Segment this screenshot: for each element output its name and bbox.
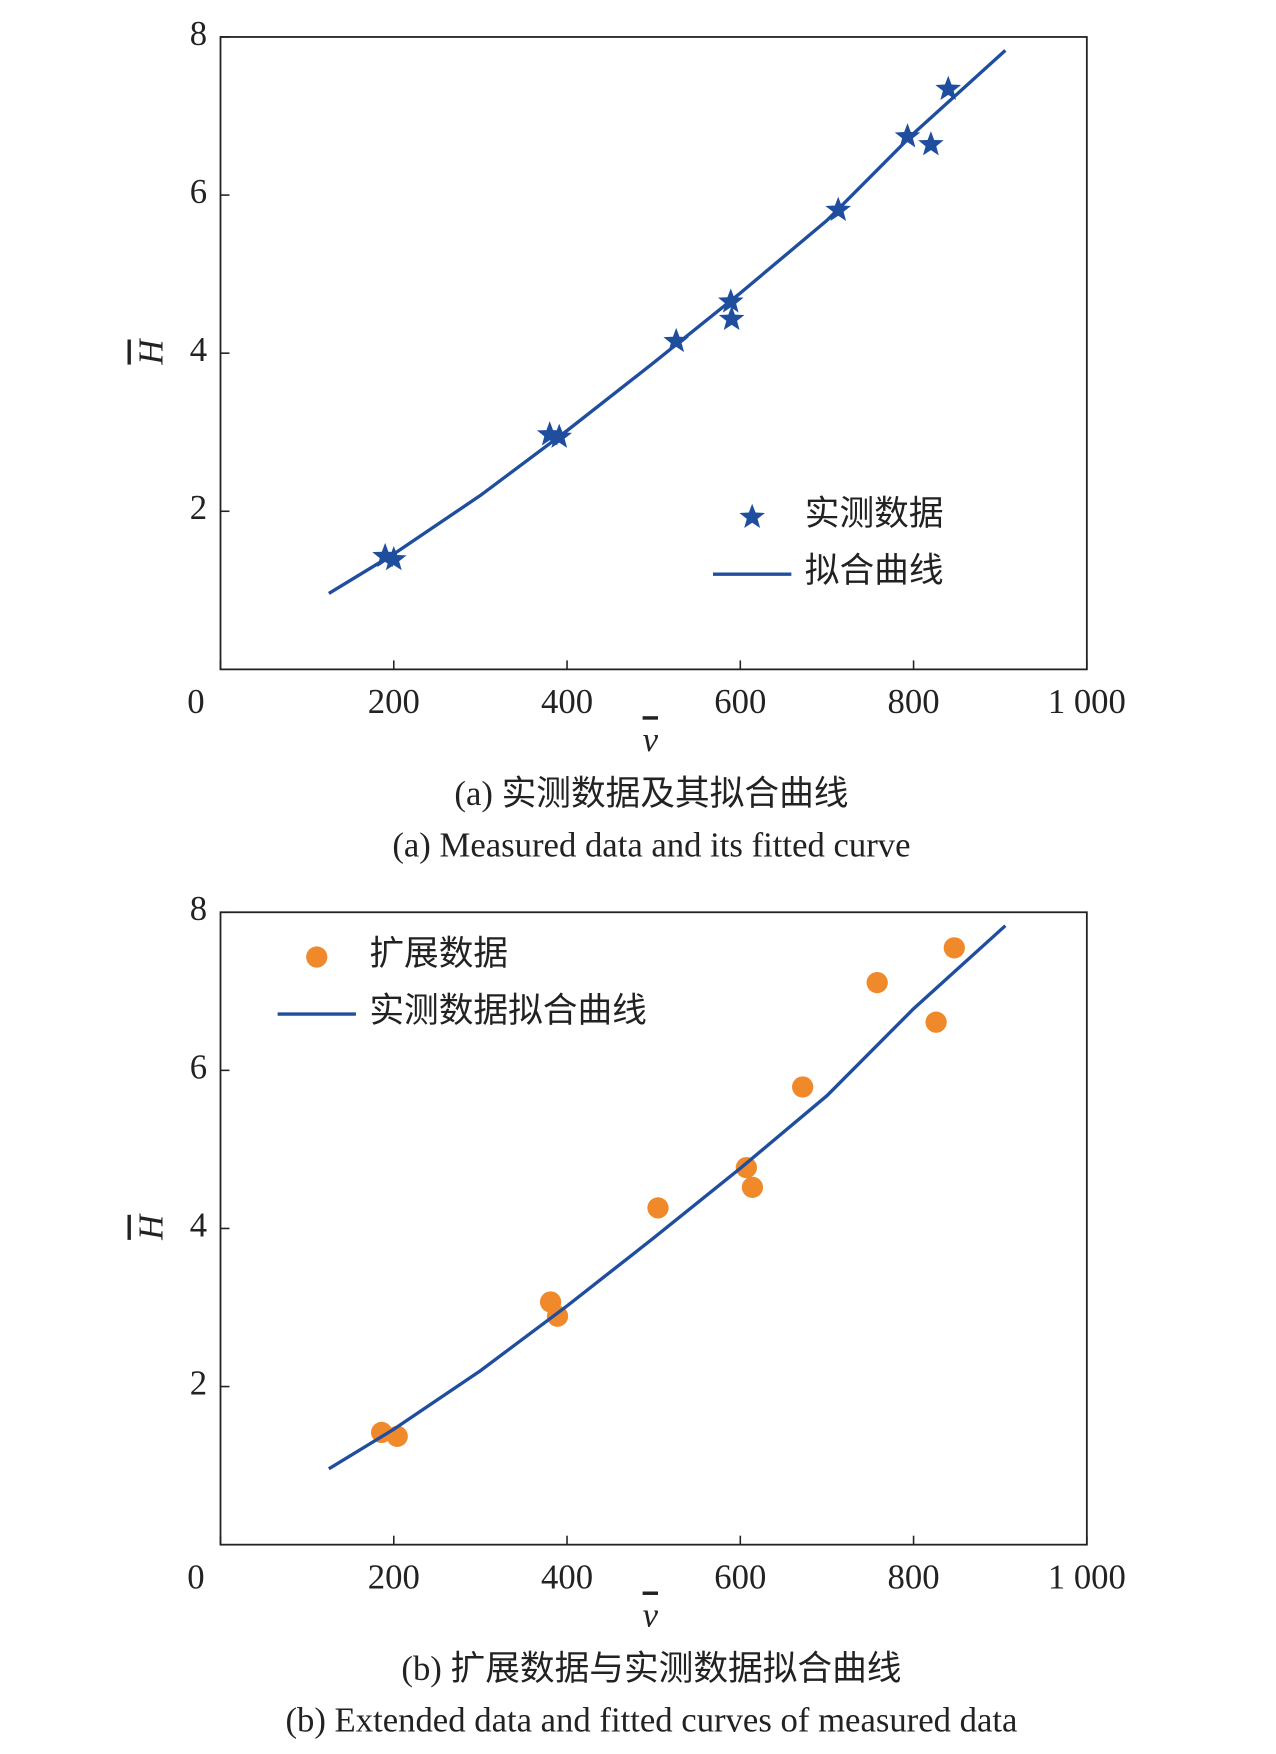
legend-marker bbox=[739, 503, 765, 529]
caption: (b) 扩展数据与实测数据拟合曲线 bbox=[401, 1649, 901, 1688]
x-tick-label: 1 000 bbox=[1048, 1557, 1126, 1596]
legend-label: 拟合曲线 bbox=[805, 551, 944, 590]
data-point bbox=[663, 327, 689, 353]
data-point bbox=[718, 305, 745, 330]
data-point bbox=[925, 1011, 947, 1033]
x-tick-label: 200 bbox=[368, 1557, 420, 1596]
x-tick-label: 200 bbox=[368, 682, 420, 721]
y-tick-label: 2 bbox=[190, 488, 207, 527]
data-point bbox=[918, 131, 944, 156]
legend-label: 实测数据拟合曲线 bbox=[369, 991, 647, 1030]
fit-curve bbox=[327, 49, 1007, 595]
x-tick-label: 800 bbox=[888, 1557, 940, 1596]
y-axis-label: H bbox=[131, 1213, 170, 1241]
x-tick-label: 400 bbox=[541, 1557, 593, 1596]
x-tick-label: 600 bbox=[714, 1557, 766, 1596]
x-axis-label: v bbox=[643, 720, 659, 759]
y-tick-label: 6 bbox=[190, 172, 207, 211]
data-point bbox=[894, 123, 921, 148]
caption: (a) 实测数据及其拟合曲线 bbox=[454, 774, 848, 813]
plot-frame bbox=[219, 911, 1088, 1546]
data-point bbox=[866, 971, 888, 994]
x-tick-label: 800 bbox=[888, 682, 940, 721]
data-point bbox=[735, 1156, 758, 1179]
y-tick-label: 4 bbox=[190, 330, 207, 369]
legend-label: 扩展数据 bbox=[369, 934, 508, 973]
data-point bbox=[372, 542, 398, 568]
x-tick-label: 0 bbox=[187, 682, 204, 721]
x-tick-label: 0 bbox=[187, 1557, 204, 1596]
data-point bbox=[741, 1176, 764, 1198]
x-tick-label: 600 bbox=[714, 682, 766, 721]
data-point bbox=[647, 1197, 669, 1219]
x-tick-label: 400 bbox=[541, 682, 593, 721]
x-tick-label: 1 000 bbox=[1048, 682, 1126, 721]
y-tick-label: 8 bbox=[190, 889, 207, 928]
plot-frame bbox=[219, 36, 1088, 671]
y-tick-label: 6 bbox=[190, 1047, 207, 1086]
data-point bbox=[381, 546, 407, 571]
legend-marker bbox=[306, 946, 328, 968]
data-point bbox=[792, 1076, 814, 1098]
x-axis-label: v bbox=[643, 1596, 659, 1635]
y-axis-label: H bbox=[131, 338, 170, 366]
y-tick-label: 2 bbox=[190, 1364, 207, 1403]
y-tick-label: 8 bbox=[190, 14, 207, 53]
y-tick-label: 4 bbox=[190, 1205, 207, 1244]
data-point bbox=[935, 75, 962, 100]
caption-en: (a) Measured data and its fitted curve bbox=[392, 825, 910, 864]
fit-curve bbox=[327, 924, 1007, 1471]
caption-en: (b) Extended data and fitted curves of m… bbox=[285, 1701, 1017, 1740]
data-point bbox=[943, 937, 965, 959]
legend-label: 实测数据 bbox=[805, 494, 944, 533]
